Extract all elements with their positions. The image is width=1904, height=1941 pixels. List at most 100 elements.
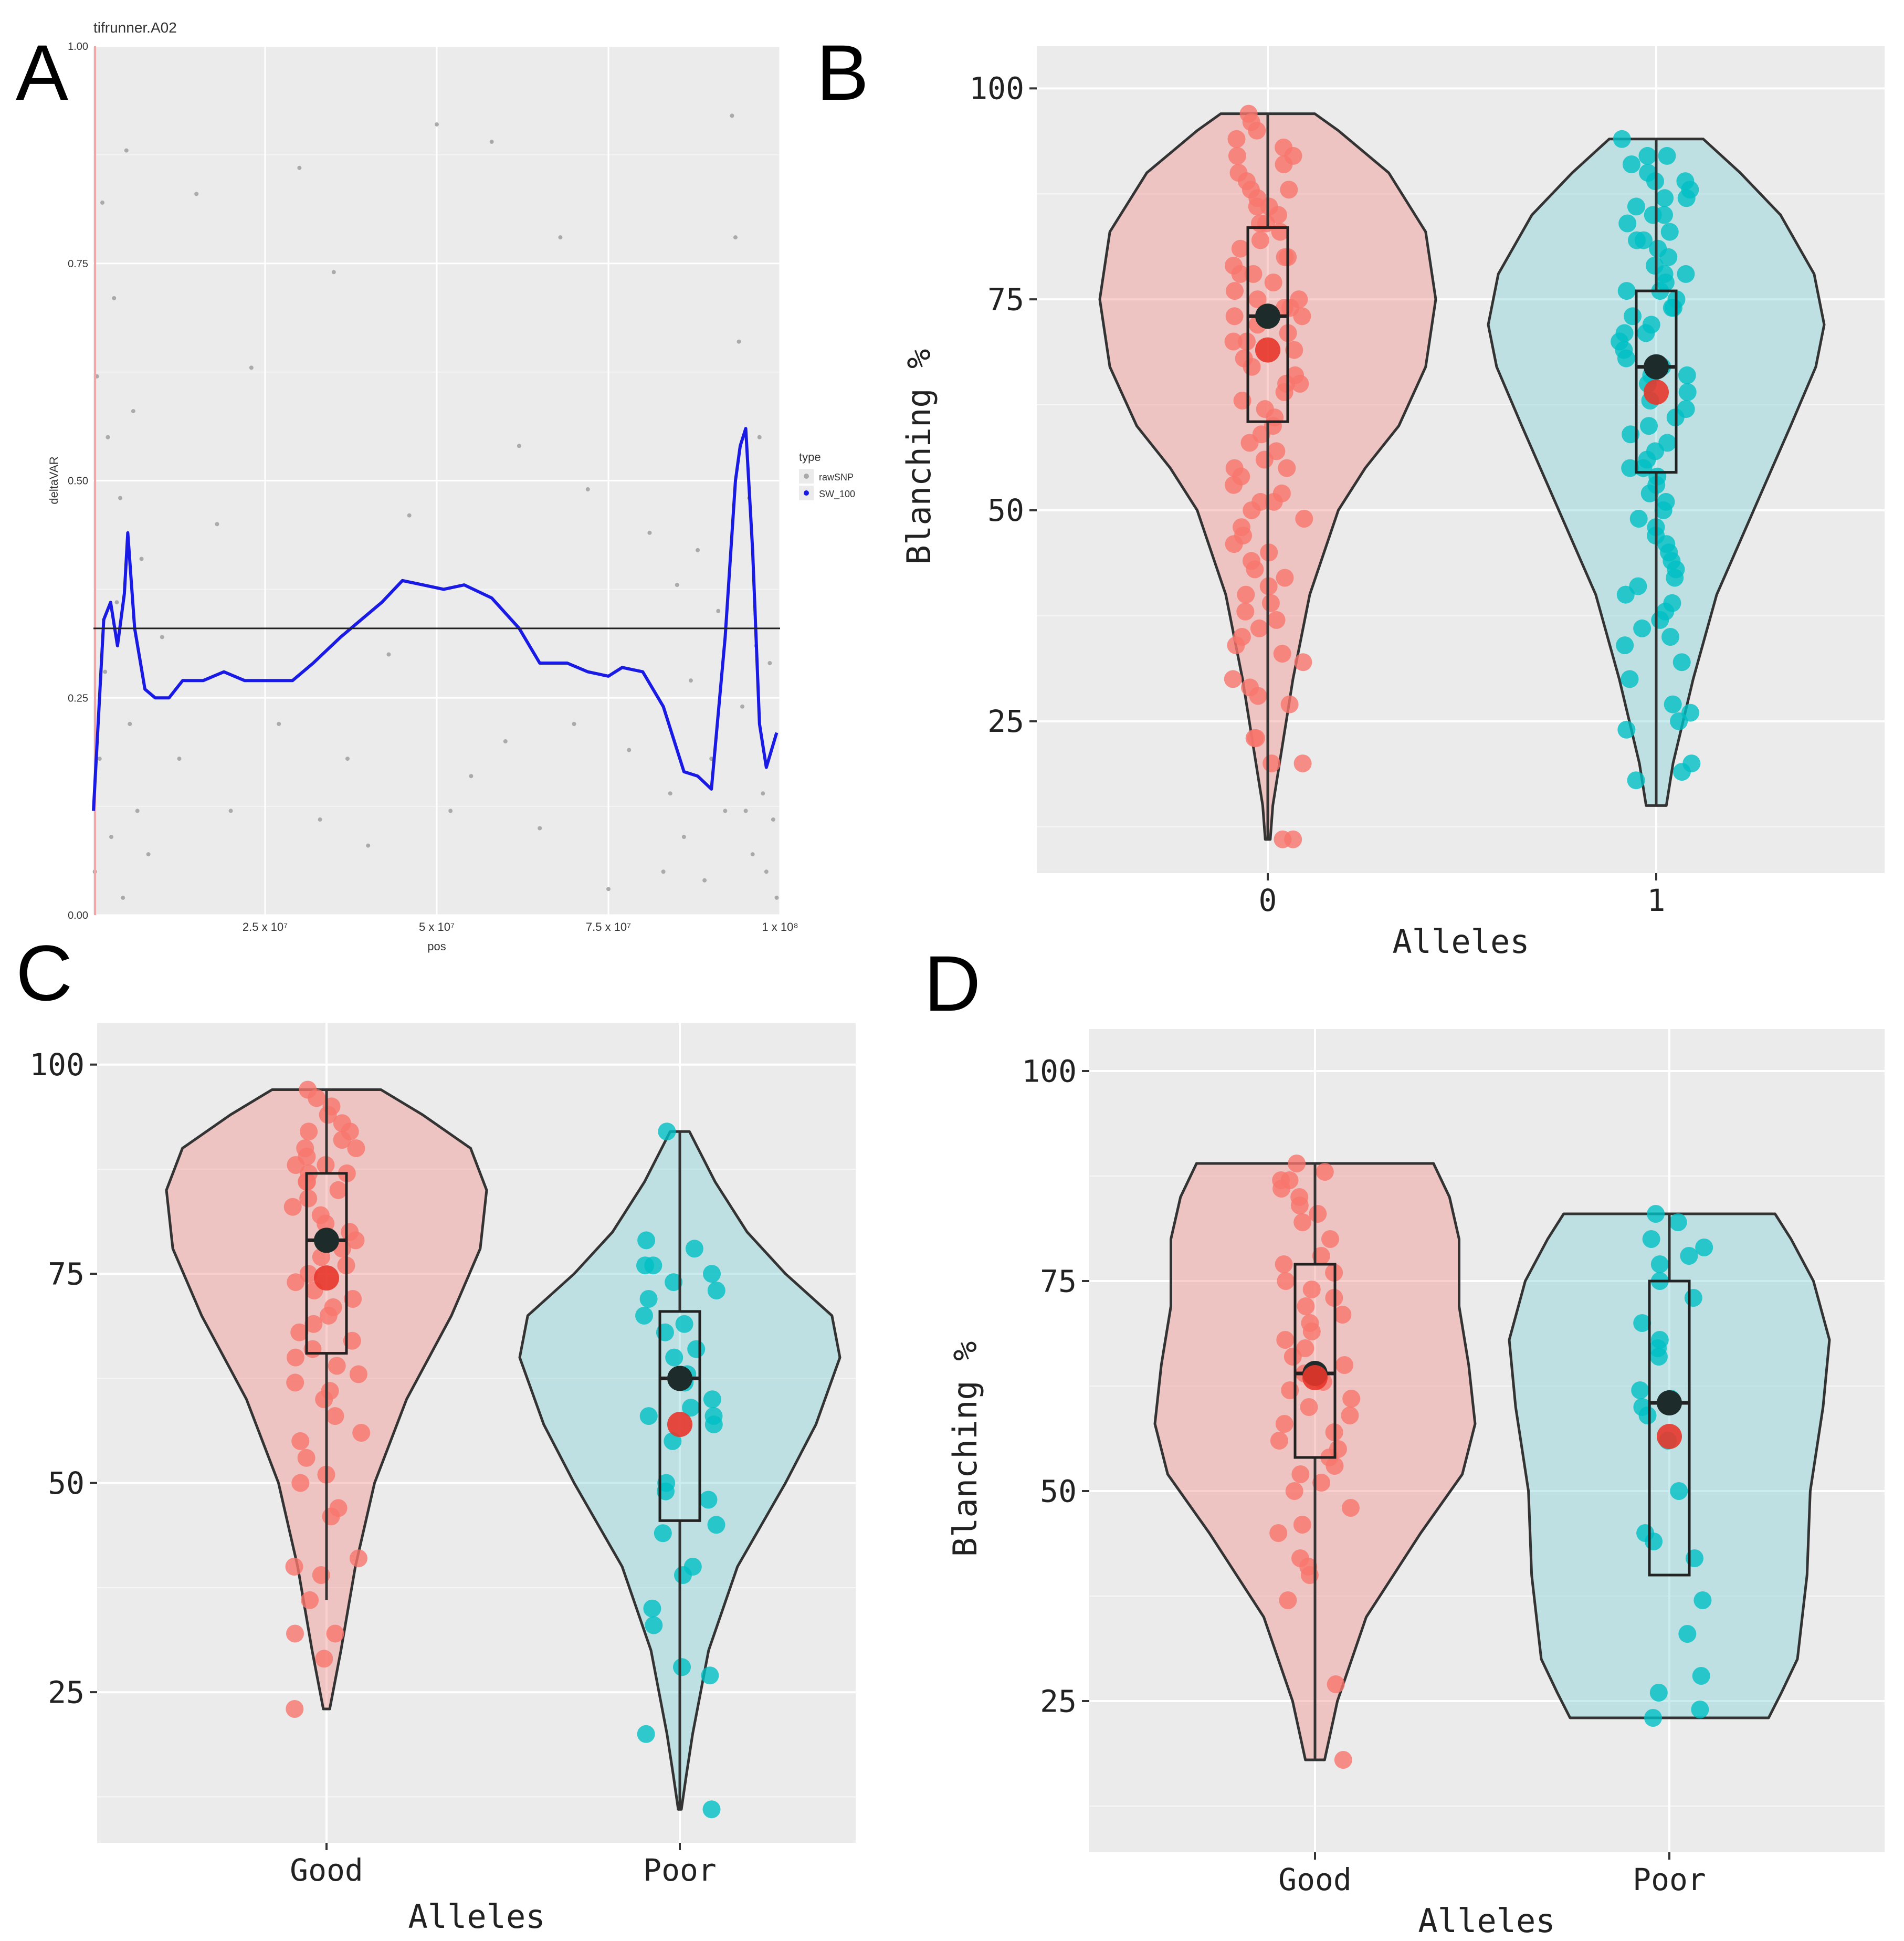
panel-c-plot-background bbox=[97, 1023, 856, 1843]
data-point bbox=[1265, 492, 1283, 511]
data-point bbox=[1650, 1255, 1669, 1273]
data-point bbox=[1245, 729, 1264, 747]
data-point bbox=[699, 1491, 718, 1509]
panel-c-x-axis-label: Alleles bbox=[408, 1897, 545, 1936]
data-point bbox=[1275, 155, 1293, 173]
data-point bbox=[1321, 1230, 1339, 1248]
data-point bbox=[1237, 585, 1255, 604]
data-point bbox=[291, 1432, 310, 1450]
panel-a-y-axis-label: deltaVAR bbox=[47, 456, 60, 504]
data-point bbox=[1633, 1314, 1651, 1332]
panel-a-raw-snp-point bbox=[297, 165, 302, 170]
box-iqr bbox=[1293, 1263, 1337, 1459]
data-point bbox=[1637, 324, 1655, 342]
data-point bbox=[290, 1323, 309, 1341]
data-point bbox=[1251, 231, 1269, 249]
legend-label-raw-snp: rawSNP bbox=[819, 472, 854, 482]
data-point bbox=[1684, 1289, 1702, 1307]
data-point bbox=[643, 1599, 661, 1618]
data-point bbox=[1312, 1247, 1330, 1265]
data-point bbox=[1334, 1751, 1352, 1769]
mean-dot bbox=[667, 1412, 692, 1438]
data-point bbox=[1248, 290, 1267, 309]
data-point bbox=[1622, 155, 1640, 173]
data-point bbox=[687, 1340, 706, 1358]
data-point bbox=[1627, 197, 1645, 216]
data-point bbox=[658, 1122, 676, 1141]
panel-a-raw-snp-point bbox=[743, 809, 748, 813]
data-point bbox=[344, 1290, 362, 1308]
panel-a-raw-snp-point bbox=[194, 192, 199, 196]
panel-a-raw-snp-point bbox=[215, 522, 219, 527]
legend-title: type bbox=[799, 450, 821, 464]
mean-dot bbox=[1657, 1424, 1682, 1449]
panel-a-raw-snp-point bbox=[97, 757, 102, 761]
box-iqr bbox=[305, 1172, 348, 1355]
y-tick-label: 100 bbox=[969, 71, 1024, 107]
data-point bbox=[287, 1273, 305, 1292]
data-point bbox=[1302, 1323, 1321, 1340]
panel-a-raw-snp-point bbox=[146, 852, 151, 857]
data-point bbox=[1659, 248, 1678, 266]
data-point bbox=[1629, 510, 1648, 528]
data-point bbox=[1617, 282, 1636, 300]
panel-a-raw-snp-point bbox=[277, 721, 281, 726]
data-point bbox=[1616, 585, 1635, 604]
data-point bbox=[1647, 1205, 1665, 1223]
panel-d-plot-background bbox=[1089, 1029, 1885, 1852]
data-point bbox=[1335, 1356, 1354, 1374]
panel-a-raw-snp-point bbox=[709, 757, 714, 761]
data-point bbox=[1261, 594, 1280, 612]
panel-a-raw-snp-point bbox=[572, 721, 576, 726]
data-point bbox=[333, 1131, 351, 1149]
panel-a-x-tick-label: 1 x 10⁸ bbox=[762, 920, 798, 933]
panel-a-title: tifrunner.A02 bbox=[93, 19, 177, 36]
data-point bbox=[304, 1315, 323, 1333]
data-point bbox=[322, 1507, 340, 1526]
panel-a-raw-snp-point bbox=[318, 817, 322, 822]
data-point bbox=[1224, 670, 1242, 688]
panel-a-x-tick-label: 7.5 x 10⁷ bbox=[586, 920, 631, 933]
data-point bbox=[1312, 1474, 1331, 1492]
data-point bbox=[1293, 307, 1311, 326]
data-point bbox=[1269, 1524, 1288, 1542]
y-tick-label: 100 bbox=[29, 1047, 85, 1083]
data-point bbox=[1240, 434, 1259, 452]
panel-c-violins bbox=[165, 1080, 841, 1819]
data-point bbox=[1224, 332, 1243, 351]
panel-a-raw-snp-point bbox=[767, 661, 772, 666]
data-point bbox=[291, 1474, 310, 1492]
data-point bbox=[636, 1256, 654, 1275]
median-dot bbox=[1644, 354, 1669, 380]
panel-letter-a: A bbox=[16, 28, 68, 117]
panel-a-raw-snp-point bbox=[469, 774, 474, 779]
data-point bbox=[1327, 1675, 1345, 1693]
legend-label-sw100: SW_100 bbox=[819, 489, 855, 500]
panel-a-y-tick-label: 0.50 bbox=[68, 476, 88, 487]
panel-a-raw-snp-point bbox=[345, 757, 350, 761]
data-point bbox=[1285, 341, 1303, 359]
data-point bbox=[1228, 146, 1246, 165]
data-point bbox=[637, 1725, 655, 1743]
data-point bbox=[1640, 484, 1659, 502]
panel-d-x-axis-label: Alleles bbox=[1418, 1902, 1555, 1940]
panel-a-raw-snp-point bbox=[139, 557, 144, 561]
data-point bbox=[1300, 1398, 1318, 1416]
data-point bbox=[1231, 265, 1249, 283]
panel-a-legend: type rawSNP SW_100 bbox=[799, 450, 855, 500]
data-point bbox=[300, 1122, 318, 1141]
panel-a-x-tick-label: 5 x 10⁷ bbox=[419, 920, 455, 933]
panel-b-y-axis-label: Blanching % bbox=[900, 349, 938, 565]
data-point bbox=[1342, 1499, 1360, 1517]
y-tick-label: 50 bbox=[1040, 1473, 1077, 1509]
data-point bbox=[704, 1415, 723, 1434]
panel-a-raw-snp-point bbox=[121, 895, 125, 900]
data-point bbox=[1293, 754, 1312, 773]
panel-a-raw-snp-point bbox=[386, 652, 391, 657]
data-point bbox=[1276, 569, 1294, 587]
data-point bbox=[1280, 181, 1298, 199]
panel-a-raw-snp-point bbox=[228, 809, 233, 813]
data-point bbox=[297, 1449, 315, 1467]
data-point bbox=[1640, 417, 1658, 435]
